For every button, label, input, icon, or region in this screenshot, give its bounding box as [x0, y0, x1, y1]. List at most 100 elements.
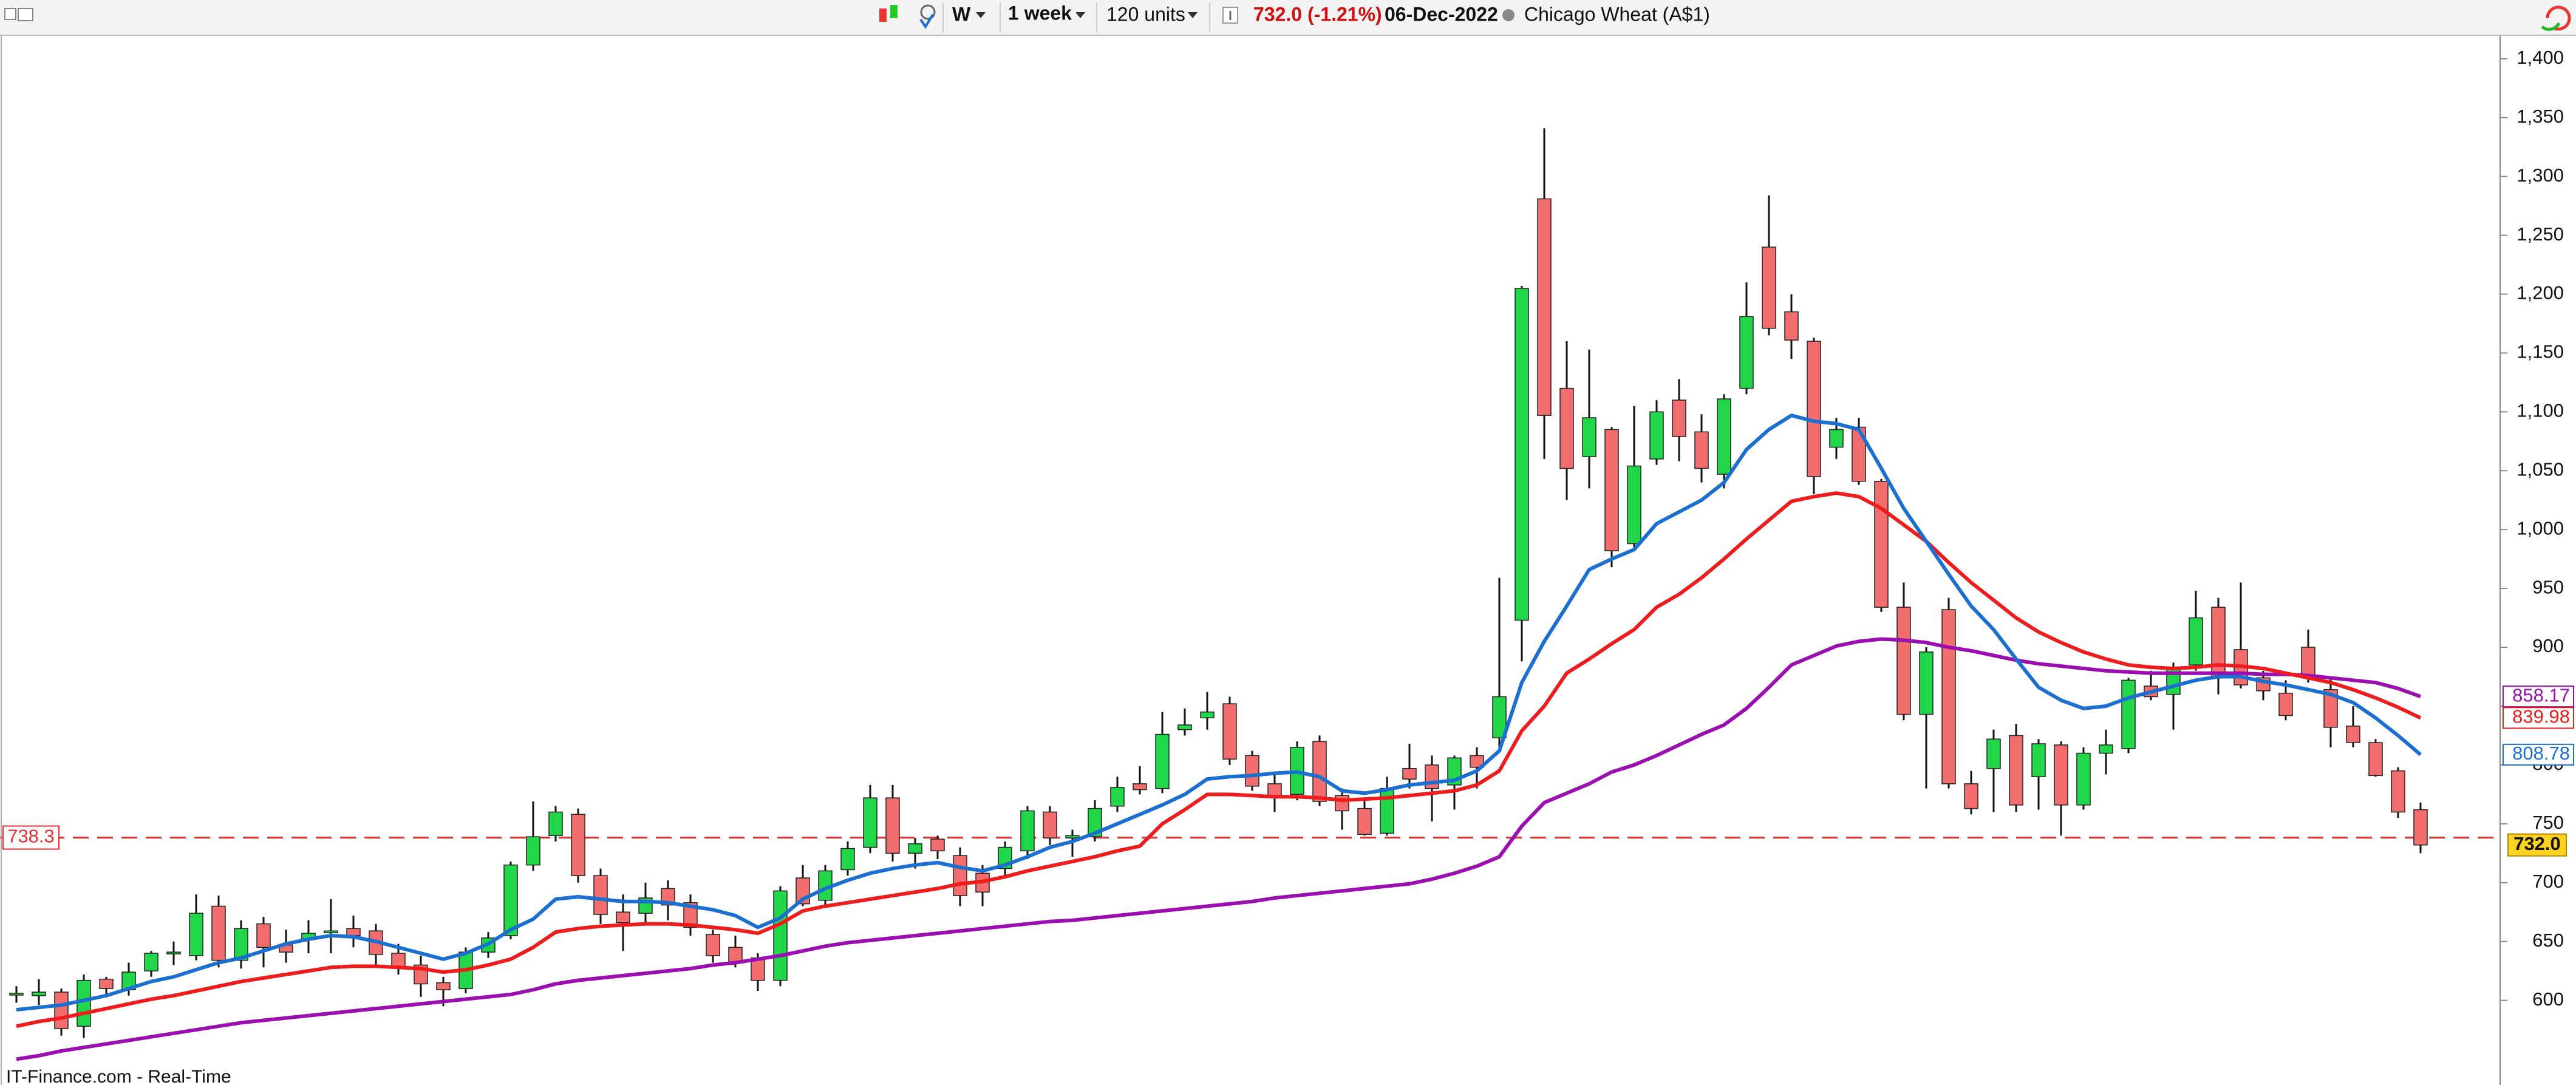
icon-part — [890, 5, 898, 18]
plot-area — [0, 128, 2500, 1061]
candle-body — [2323, 689, 2338, 728]
toolbar-bg — [0, 0, 2576, 35]
candle-body — [1177, 724, 1192, 730]
candle-body — [189, 913, 203, 956]
price-change: 732.0 (-1.21%) — [1253, 3, 1382, 25]
ma-label-box — [2503, 743, 2574, 766]
candle-body — [436, 982, 451, 990]
candle-body — [1941, 609, 1956, 784]
ma-label-box — [2503, 707, 2574, 729]
y-tick-label: 1,200 — [2516, 282, 2564, 304]
ma-label: 858.17 — [2512, 684, 2570, 706]
moving-average — [16, 637, 2422, 1061]
candle-body — [1088, 808, 1102, 837]
candle-body — [234, 928, 248, 961]
last-price-label: 732.0 — [2513, 833, 2561, 854]
candle-body — [256, 923, 271, 948]
candle-body — [324, 930, 338, 933]
candle-body — [863, 797, 877, 848]
candle-body — [1739, 316, 1754, 389]
date: 06-Dec-2022 — [1385, 3, 1498, 25]
candle-body — [840, 848, 855, 871]
y-tick-label: 900 — [2532, 635, 2564, 656]
candle-body — [1470, 755, 1484, 768]
candle-body — [1222, 703, 1237, 760]
refresh-button[interactable] — [2546, 5, 2571, 31]
footer-source: IT-Finance.com - Real-Time — [6, 1067, 231, 1085]
candle-body — [1402, 767, 1417, 780]
dropdown-arrow[interactable] — [976, 12, 986, 18]
y-tick-label: 1,250 — [2516, 223, 2564, 245]
candle-body — [1807, 341, 1821, 477]
candle-body — [2166, 667, 2181, 695]
candle-body — [2009, 735, 2023, 806]
candle-body — [1020, 810, 1035, 852]
candle-body — [77, 979, 91, 1027]
ma-label-box — [2503, 685, 2574, 708]
candle-body — [1357, 808, 1372, 835]
candle-body — [1964, 783, 1978, 809]
candle-body — [1335, 795, 1349, 812]
y-tick-label: 650 — [2532, 930, 2564, 951]
candle-body — [593, 875, 608, 915]
units-select[interactable]: 120 units — [1106, 3, 1185, 25]
candle-body — [1784, 311, 1799, 341]
y-tick-label: 600 — [2532, 988, 2564, 1010]
status-dot — [1502, 9, 1515, 21]
candle-body — [1515, 288, 1529, 621]
y-tick-label: 1,400 — [2516, 47, 2564, 68]
ma-label: 808.78 — [2512, 743, 2570, 764]
y-tick-label: 1,300 — [2516, 165, 2564, 186]
candle-body — [571, 814, 585, 876]
candle-body — [1155, 733, 1170, 789]
dropdown-arrow[interactable] — [1188, 12, 1198, 18]
candle-body — [616, 911, 630, 923]
candle-body — [1604, 429, 1619, 551]
candle-body — [953, 855, 967, 896]
y-tick-label: 700 — [2532, 871, 2564, 892]
candle-body — [773, 890, 788, 981]
candle-body — [908, 843, 922, 854]
candle-body — [1694, 431, 1709, 469]
info-button[interactable] — [1222, 7, 1238, 24]
candle-body — [1133, 783, 1147, 791]
candle-body — [2099, 744, 2113, 754]
interval-select[interactable]: 1 week — [1008, 2, 1072, 24]
candle-body — [2076, 752, 2091, 806]
candle-body — [1762, 247, 1776, 329]
reference-label-box — [2, 825, 60, 850]
candle-body — [346, 928, 361, 936]
chart-type-button[interactable] — [879, 5, 898, 22]
window-button[interactable] — [18, 8, 33, 21]
candle-body — [2121, 679, 2136, 749]
moving-average — [16, 413, 2422, 1012]
candle-body — [391, 953, 406, 968]
checkbox[interactable] — [4, 8, 16, 20]
candle-body — [2413, 809, 2428, 846]
indicator-button[interactable] — [920, 4, 936, 20]
indicator-check — [919, 13, 934, 29]
candle-body — [32, 991, 46, 996]
candle-body — [1582, 417, 1596, 457]
candle-body — [2189, 617, 2203, 665]
ma-label: 839.98 — [2512, 706, 2570, 727]
candle-body — [166, 951, 181, 954]
y-tick-label: 1,000 — [2516, 517, 2564, 539]
candle-body — [1986, 738, 2001, 769]
dropdown-arrow[interactable] — [1075, 12, 1085, 18]
candle-body — [683, 902, 698, 928]
candle-body — [1919, 651, 1934, 715]
candle-body — [2054, 744, 2068, 806]
candle-body — [1852, 426, 1866, 482]
candle-body — [1200, 711, 1215, 719]
candle-body — [1380, 787, 1394, 834]
y-tick-label: 1,100 — [2516, 400, 2564, 421]
candle-body — [2368, 742, 2383, 777]
candle-body — [526, 836, 540, 866]
y-tick-label: 1,150 — [2516, 341, 2564, 362]
refresh-icon-part — [2541, 22, 2561, 31]
candle-body — [1874, 480, 1889, 608]
period-button[interactable]: W — [952, 3, 971, 25]
